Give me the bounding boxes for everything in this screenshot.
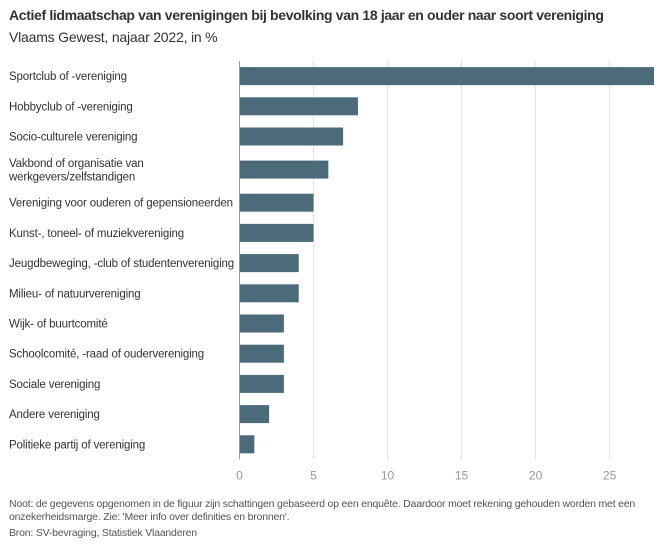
category-label: Andere vereniging (9, 409, 100, 421)
bar (239, 374, 284, 393)
category-labels: Sportclub of -vereniging Hobbyclub of -ve… (8, 71, 234, 451)
bars (239, 67, 654, 454)
bar (239, 254, 299, 273)
category-label: Milieu- of natuurvereniging (9, 288, 140, 300)
category-label: Vakbond of organisatie van werkgevers/zel… (8, 158, 144, 184)
source-note: Bron: SV-bevraging, Statistiek Vlaandere… (9, 527, 197, 539)
x-tick-label: 5 (310, 468, 317, 482)
bar-chart: Sportclub of -vereniging Hobbyclub of -ve… (8, 61, 654, 482)
x-tick-label: 15 (455, 468, 469, 482)
chart-subtitle: Vlaams Gewest, najaar 2022, in % (9, 29, 218, 45)
footnote: Noot: de gegevens opgenomen in de figuur… (9, 498, 636, 523)
category-label: Vereniging voor ouderen of gepensioneerd… (9, 198, 233, 210)
bar (239, 223, 314, 242)
category-label: Socio-culturele vereniging (9, 132, 137, 144)
bar (239, 344, 284, 363)
category-label: Kunst-, toneel- of muziekvereniging (9, 228, 184, 240)
category-label: Sportclub of -vereniging (9, 71, 127, 83)
category-label: Schoolcomité, -raad of oudervereniging (9, 349, 204, 361)
bar (239, 284, 299, 303)
x-axis-ticks: 0 5 10 15 20 25 (236, 468, 616, 482)
bar (239, 193, 314, 212)
category-label: Wijk- of buurtcomité (9, 319, 108, 331)
x-tick-label: 20 (529, 468, 543, 482)
bar (239, 97, 358, 116)
category-label: Jeugdbeweging, -club of studentenverenig… (9, 258, 234, 270)
gridlines (313, 61, 611, 460)
chart-title: Actief lidmaatschap van verenigingen bij… (9, 7, 604, 23)
category-label: Sociale vereniging (9, 379, 100, 391)
x-tick-label: 25 (603, 468, 617, 482)
x-tick-label: 10 (381, 468, 395, 482)
bar (239, 435, 255, 454)
bar (239, 67, 654, 86)
x-tick-label: 0 (236, 468, 243, 482)
bar (239, 405, 270, 424)
bar (239, 314, 284, 333)
bar (239, 127, 344, 146)
category-label: Hobbyclub of -vereniging (9, 101, 133, 113)
category-label: Politieke partij of vereniging (9, 439, 145, 451)
bar (239, 160, 329, 179)
